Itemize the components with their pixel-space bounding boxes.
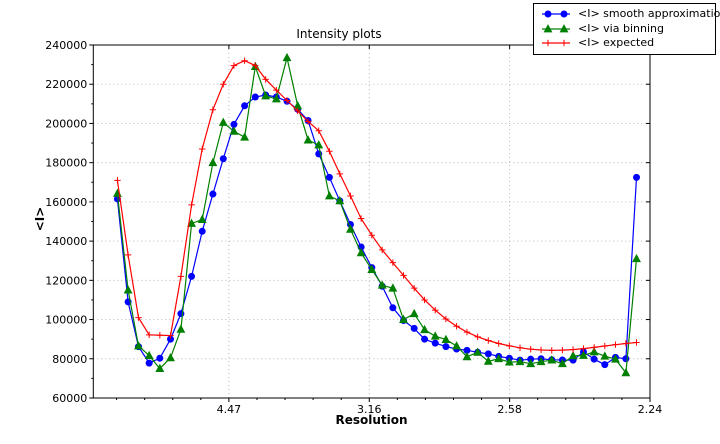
legend-item: <I> smooth approximation [540, 7, 720, 22]
y-tick-label: 60000 [52, 392, 87, 405]
legend-item-label: <I> via binning [578, 21, 664, 35]
y-tick-label: 200000 [45, 117, 87, 130]
x-tick-label: 4.47 [217, 403, 242, 416]
legend-line-marker-icon [542, 23, 570, 33]
legend-item: <I> expected [540, 36, 709, 51]
legend-line-marker-icon [542, 10, 570, 18]
legend-line-marker-icon [542, 40, 570, 47]
x-axis-label: Resolution [335, 413, 408, 427]
x-tick-label: 2.24 [638, 403, 663, 416]
legend-item-label: <I> expected [578, 36, 655, 50]
series-circle [113, 91, 641, 369]
chart-title: Intensity plots [296, 27, 382, 41]
y-tick-label: 140000 [45, 235, 87, 248]
legend-item: <I> via binning [540, 22, 709, 37]
y-tick-label: 160000 [45, 196, 87, 209]
series-triangle [113, 52, 641, 377]
y-tick-label: 120000 [45, 274, 87, 287]
y-tick-label: 80000 [52, 353, 87, 366]
x-tick-label: 2.58 [497, 403, 522, 416]
y-tick-label: 180000 [45, 157, 87, 170]
y-tick-label: 220000 [45, 78, 87, 91]
y-tick-label: 240000 [45, 39, 87, 52]
legend-item-label: <I> smooth approximation [578, 7, 720, 21]
y-tick-label: 100000 [45, 314, 87, 327]
legend: <I> smooth approximation <I> via binning… [533, 3, 720, 55]
x-tick-label: 3.16 [357, 403, 382, 416]
series-plus [114, 57, 640, 354]
